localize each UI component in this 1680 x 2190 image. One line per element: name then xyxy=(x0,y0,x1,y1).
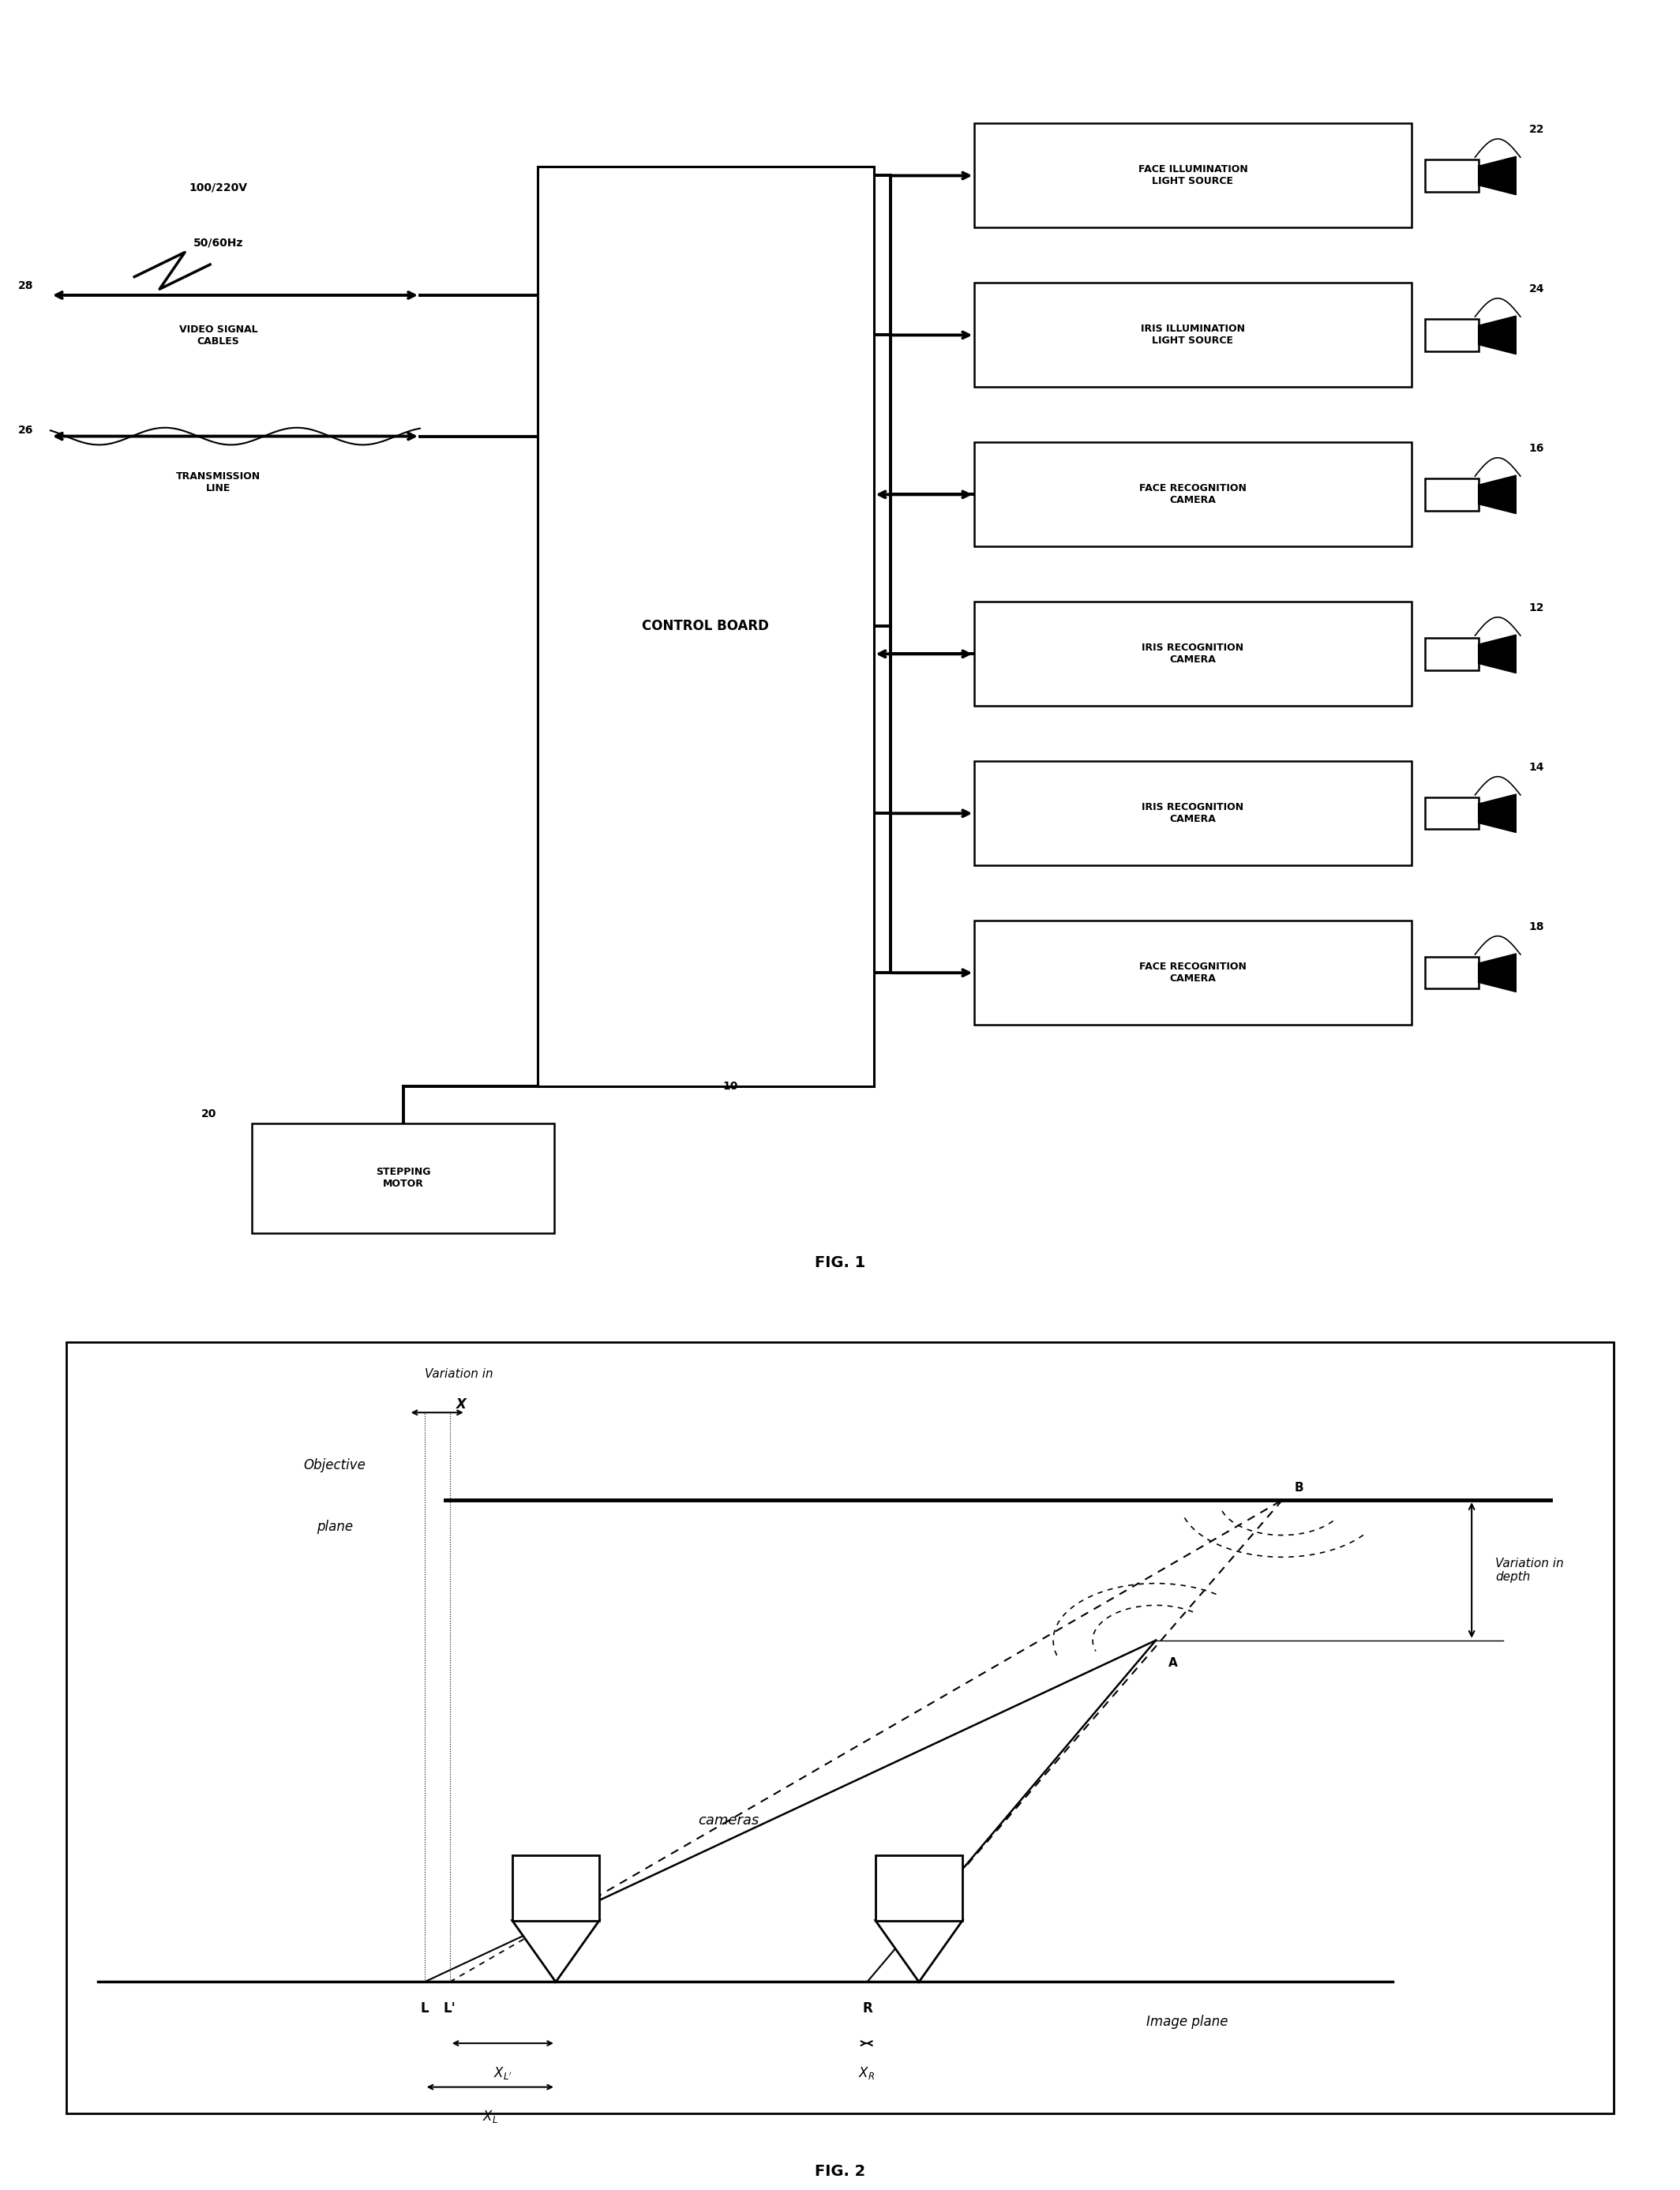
Text: CONTROL BOARD: CONTROL BOARD xyxy=(642,620,769,633)
Text: cameras: cameras xyxy=(697,1813,759,1826)
Text: plane: plane xyxy=(316,1520,353,1533)
Bar xyxy=(974,442,1411,548)
Text: B: B xyxy=(1295,1483,1304,1494)
Text: IRIS RECOGNITION
CAMERA: IRIS RECOGNITION CAMERA xyxy=(1142,802,1243,823)
Text: Image plane: Image plane xyxy=(1146,2015,1228,2028)
Text: $X_R$: $X_R$ xyxy=(858,2065,875,2080)
Bar xyxy=(1425,957,1478,988)
Text: 16: 16 xyxy=(1529,442,1544,453)
Bar xyxy=(252,1123,554,1233)
Bar xyxy=(1425,160,1478,191)
Text: Variation in
depth: Variation in depth xyxy=(1495,1557,1564,1583)
Text: 24: 24 xyxy=(1529,283,1544,293)
Text: $X_L$: $X_L$ xyxy=(482,2109,497,2124)
Bar xyxy=(974,123,1411,228)
Text: $X_{L'}$: $X_{L'}$ xyxy=(494,2065,512,2080)
Text: 18: 18 xyxy=(1529,922,1544,933)
Text: IRIS ILLUMINATION
LIGHT SOURCE: IRIS ILLUMINATION LIGHT SOURCE xyxy=(1141,324,1245,346)
Text: FIG. 1: FIG. 1 xyxy=(815,1255,865,1270)
Text: STEPPING
MOTOR: STEPPING MOTOR xyxy=(376,1167,430,1189)
Text: 26: 26 xyxy=(18,425,34,436)
Polygon shape xyxy=(1478,475,1515,515)
Text: 100/220V: 100/220V xyxy=(190,182,247,193)
Bar xyxy=(875,1855,963,1921)
Text: 20: 20 xyxy=(202,1108,217,1119)
Bar xyxy=(974,762,1411,865)
Text: FIG. 2: FIG. 2 xyxy=(815,2164,865,2179)
Text: FACE ILLUMINATION
LIGHT SOURCE: FACE ILLUMINATION LIGHT SOURCE xyxy=(1137,164,1248,186)
Text: TRANSMISSION
LINE: TRANSMISSION LINE xyxy=(176,471,260,493)
Bar xyxy=(512,1855,600,1921)
Text: 14: 14 xyxy=(1529,762,1544,773)
Polygon shape xyxy=(512,1921,600,1982)
Text: A: A xyxy=(1169,1658,1178,1669)
Bar xyxy=(1425,797,1478,830)
Bar xyxy=(1425,637,1478,670)
Text: FACE RECOGNITION
CAMERA: FACE RECOGNITION CAMERA xyxy=(1139,484,1247,506)
Bar xyxy=(974,920,1411,1025)
Text: FACE RECOGNITION
CAMERA: FACE RECOGNITION CAMERA xyxy=(1139,961,1247,983)
Polygon shape xyxy=(1478,795,1515,832)
Text: Objective: Objective xyxy=(304,1459,366,1472)
Polygon shape xyxy=(1478,953,1515,992)
Text: 50/60Hz: 50/60Hz xyxy=(193,237,244,247)
Bar xyxy=(66,1342,1614,2113)
Bar xyxy=(974,283,1411,388)
Text: 28: 28 xyxy=(18,280,34,291)
Text: R: R xyxy=(862,2002,872,2015)
Polygon shape xyxy=(1478,635,1515,672)
Text: VIDEO SIGNAL
CABLES: VIDEO SIGNAL CABLES xyxy=(180,324,257,346)
Text: 10: 10 xyxy=(722,1080,738,1093)
Bar xyxy=(1425,320,1478,350)
Text: 12: 12 xyxy=(1529,602,1544,613)
Polygon shape xyxy=(875,1921,963,1982)
Text: 22: 22 xyxy=(1529,125,1544,136)
Bar xyxy=(974,602,1411,705)
Text: L: L xyxy=(420,2002,428,2015)
Bar xyxy=(538,166,874,1086)
Bar xyxy=(1425,480,1478,510)
Text: IRIS RECOGNITION
CAMERA: IRIS RECOGNITION CAMERA xyxy=(1142,644,1243,666)
Polygon shape xyxy=(1478,315,1515,355)
Polygon shape xyxy=(1478,155,1515,195)
Text: Variation in: Variation in xyxy=(425,1369,492,1380)
Text: X: X xyxy=(455,1397,467,1410)
Text: L': L' xyxy=(444,2002,455,2015)
